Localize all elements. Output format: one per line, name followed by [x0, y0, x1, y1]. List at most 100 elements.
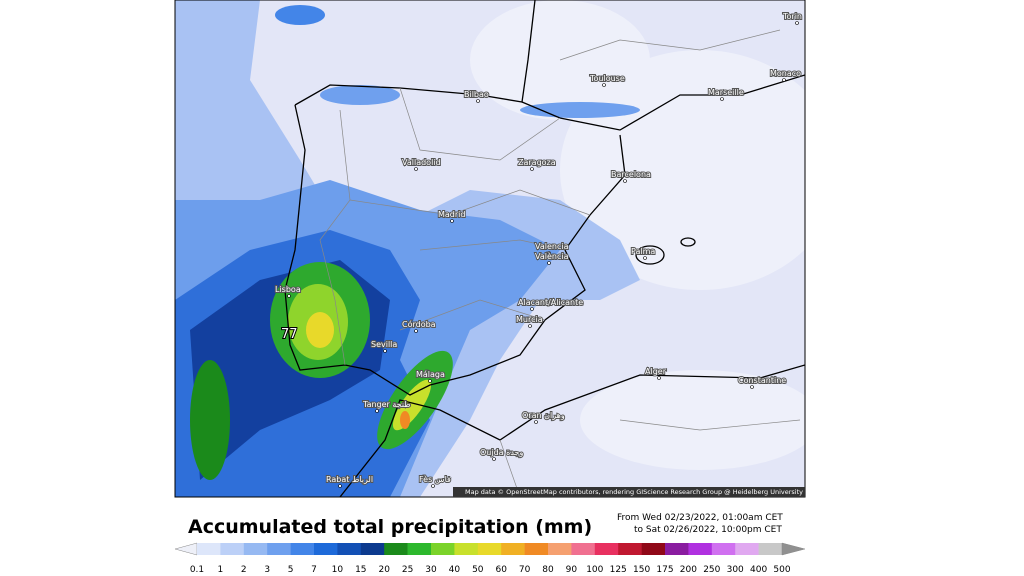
- colorbar-segment: [711, 543, 736, 555]
- city-label: Fès فاس: [419, 474, 451, 484]
- colorbar-label: 500: [773, 565, 790, 575]
- colorbar-low: [174, 542, 198, 556]
- city-dot: [450, 219, 454, 223]
- colorbar-segment: [407, 543, 432, 555]
- city-dot: [602, 83, 606, 87]
- colorbar-label: 100: [586, 565, 603, 575]
- city-dot: [375, 409, 379, 413]
- city-dot: [547, 261, 551, 265]
- city-label: Rabat الرباط: [326, 475, 373, 484]
- city-dot: [431, 484, 435, 488]
- colorbar-segment: [454, 543, 479, 555]
- city-label: Murcia: [516, 315, 543, 324]
- city-label: Zaragoza: [518, 158, 556, 167]
- city-label: Palma: [631, 247, 655, 256]
- colorbar-label: 80: [542, 565, 554, 575]
- city-dot: [750, 385, 754, 389]
- colorbar-segment: [314, 543, 338, 555]
- city-label: Bilbao: [464, 90, 489, 99]
- city-dot: [414, 329, 418, 333]
- city-dot: [414, 167, 418, 171]
- city-label: Valladolid: [402, 158, 441, 167]
- city-dot: [530, 307, 534, 311]
- colorbar-segment: [665, 543, 689, 555]
- city-label: Barcelona: [611, 170, 651, 179]
- colorbar-label: 200: [680, 565, 697, 575]
- city-label: València: [535, 251, 569, 261]
- colorbar-label: 70: [519, 565, 531, 575]
- colorbar-label: 25: [402, 565, 413, 575]
- colorbar-label: 30: [425, 565, 437, 575]
- city-label: Constantine: [738, 376, 786, 385]
- colorbar-segment: [618, 543, 642, 555]
- city-label: Marseille: [708, 88, 744, 97]
- colorbar: 0.1 1 2 3 5 7 10 15 20 25 30 40 50 60 70 80 90 100 125 150 1…: [174, 542, 806, 575]
- city-label: Lisboa: [275, 285, 301, 294]
- city-dot: [623, 179, 627, 183]
- city-dot: [287, 294, 291, 298]
- map: [175, 0, 805, 497]
- city-label: Alger: [645, 367, 667, 376]
- city-label: Monaco: [770, 69, 801, 78]
- city-label: Córdoba: [402, 319, 436, 329]
- city-dot: [476, 99, 480, 103]
- colorbar-label: 50: [472, 565, 484, 575]
- city-label: Toulouse: [589, 74, 625, 83]
- colorbar-label: 15: [355, 565, 366, 575]
- colorbar-label: 7: [311, 565, 317, 575]
- colorbar-segment: [571, 543, 596, 555]
- city-labels: Torin Monaco Toulouse Marseille Bilbao Vallad…: [274, 11, 803, 488]
- colorbar-label: 400: [750, 565, 767, 575]
- colorbar-segment: [431, 543, 455, 555]
- city-label: Valencia: [535, 242, 569, 251]
- colorbar-high: [781, 542, 806, 556]
- city-label: Alacant/Alicante: [518, 298, 583, 307]
- colorbar-label: 125: [610, 565, 627, 575]
- colorbar-label: 10: [332, 565, 344, 575]
- peak-label: 77: [281, 327, 298, 342]
- city-dot: [383, 349, 387, 353]
- colorbar-label: 3: [264, 565, 270, 575]
- city-dot: [795, 21, 799, 25]
- colorbar-segment: [337, 543, 362, 555]
- colorbar-label: 250: [703, 565, 720, 575]
- colorbar-label: 175: [656, 565, 673, 575]
- city-dot: [782, 78, 786, 82]
- colorbar-segment: [524, 543, 549, 555]
- city-dot: [528, 324, 532, 328]
- colorbar-segment: [267, 543, 291, 555]
- colorbar-segment: [548, 543, 572, 555]
- colorbar-segment: [220, 543, 245, 555]
- city-dot: [534, 420, 538, 424]
- colorbar-segment: [758, 543, 783, 555]
- city-label: Sevilla: [371, 340, 397, 349]
- colorbar-label: 5: [288, 565, 294, 575]
- city-label: Torin: [782, 12, 802, 21]
- colorbar-label: 2: [241, 565, 247, 575]
- colorbar-segment: [735, 543, 759, 555]
- attribution-bg: [453, 487, 805, 497]
- colorbar-segment: [594, 543, 619, 555]
- city-dot: [338, 484, 342, 488]
- colorbar-label: 20: [378, 565, 390, 575]
- city-dot: [492, 457, 496, 461]
- colorbar-segment: [384, 543, 408, 555]
- colorbar-segment: [243, 543, 268, 555]
- colorbar-segment: [197, 543, 221, 555]
- city-label: Málaga: [416, 370, 445, 379]
- city-dot: [657, 376, 661, 380]
- city-label: Oujda وجدة: [480, 448, 523, 457]
- colorbar-segment: [641, 543, 666, 555]
- legend-title: Accumulated total precipitation (mm): [188, 516, 592, 538]
- period-to: to Sat 02/26/2022, 10:00pm CET: [634, 525, 782, 535]
- attribution: Map data © OpenStreetMap contributors, r…: [465, 488, 803, 496]
- colorbar-label: 150: [633, 565, 650, 575]
- city-dot: [428, 379, 432, 383]
- colorbar-segment: [477, 543, 502, 555]
- colorbar-label: 300: [727, 565, 744, 575]
- colorbar-segment: [688, 543, 713, 555]
- period-from: From Wed 02/23/2022, 01:00am CET: [617, 513, 783, 523]
- colorbar-segment: [501, 543, 525, 555]
- colorbar-label: 1: [218, 565, 224, 575]
